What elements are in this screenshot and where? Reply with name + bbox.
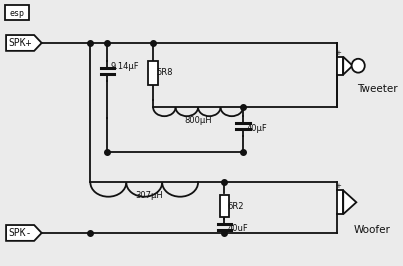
- Bar: [148, 61, 158, 85]
- Text: 6R2: 6R2: [227, 202, 243, 211]
- Text: SPK-: SPK-: [8, 228, 32, 238]
- Text: Tweeter: Tweeter: [357, 85, 398, 94]
- Bar: [337, 57, 343, 75]
- Text: 9.14μF: 9.14μF: [111, 62, 139, 71]
- Text: +: +: [336, 50, 341, 56]
- Circle shape: [352, 59, 365, 73]
- Bar: [337, 190, 343, 214]
- Polygon shape: [343, 190, 356, 214]
- Polygon shape: [6, 225, 42, 241]
- Text: SPK+: SPK+: [8, 38, 32, 48]
- Text: +: +: [336, 183, 341, 189]
- Polygon shape: [6, 35, 42, 51]
- Text: 800μH: 800μH: [184, 116, 212, 125]
- Bar: [220, 195, 229, 217]
- Polygon shape: [343, 57, 353, 75]
- Text: Woofer: Woofer: [353, 225, 391, 235]
- Bar: [5, 5, 29, 20]
- Text: 40uF: 40uF: [228, 225, 249, 234]
- Text: 5R8: 5R8: [156, 68, 172, 77]
- Text: esp: esp: [10, 9, 25, 18]
- Text: 40μF: 40μF: [247, 123, 268, 132]
- Text: 307μH: 307μH: [135, 191, 163, 200]
